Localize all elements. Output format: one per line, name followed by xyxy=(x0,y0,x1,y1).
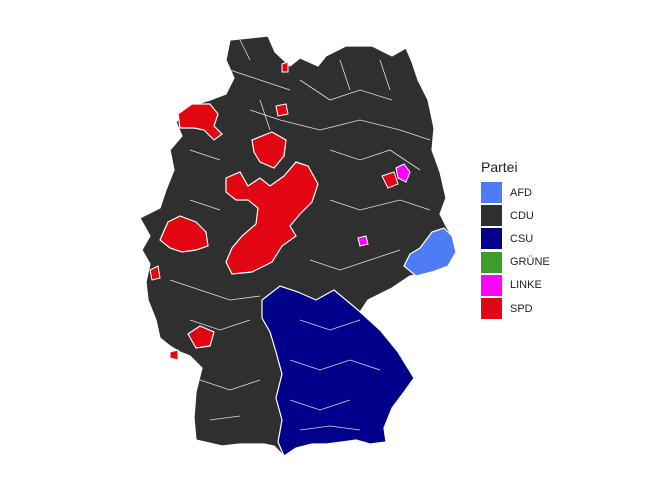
legend-swatch xyxy=(481,251,502,273)
region-afd-saxony-east xyxy=(403,227,457,277)
legend-label: LINKE xyxy=(510,279,542,292)
legend-swatch xyxy=(481,298,502,320)
legend-item: SPD xyxy=(481,297,550,320)
region-spd-saar xyxy=(187,325,215,349)
legend-label: GRÜNE xyxy=(510,256,550,269)
region-linke-leipzig xyxy=(357,235,369,247)
legend-item: LINKE xyxy=(481,274,550,297)
legend-label: CSU xyxy=(510,232,534,245)
legend-item: CDU xyxy=(481,204,550,227)
legend-item: GRÜNE xyxy=(481,251,550,274)
legend: Partei AFD CDU CSU GRÜNE LINKE SPD xyxy=(481,159,550,320)
legend-swatch xyxy=(481,228,502,250)
legend-item: CSU xyxy=(481,227,550,250)
region-spd-bremen-area xyxy=(275,103,289,117)
district-boundaries xyxy=(169,39,431,431)
legend-title: Partei xyxy=(481,159,518,175)
region-spd-west xyxy=(159,215,209,253)
legend-label: AFD xyxy=(510,186,532,199)
legend-items: AFD CDU CSU GRÜNE LINKE SPD xyxy=(481,181,550,320)
legend-item: AFD xyxy=(481,181,550,204)
region-spd-center xyxy=(225,161,319,275)
legend-swatch xyxy=(481,274,502,296)
legend-label: CDU xyxy=(510,209,534,222)
region-linke-berlin xyxy=(395,163,411,183)
legend-label: SPD xyxy=(510,302,533,315)
region-spd-southwest-small xyxy=(169,349,179,361)
region-spd-berlin-area xyxy=(381,171,399,189)
region-spd-northwest xyxy=(177,103,223,141)
region-spd-hamburg xyxy=(281,61,289,73)
region-spd-lower-saxony xyxy=(251,131,287,169)
region-spd-west-small xyxy=(149,265,161,281)
region-csu-bavaria xyxy=(261,285,415,457)
legend-swatch xyxy=(481,182,502,204)
legend-swatch xyxy=(481,205,502,227)
